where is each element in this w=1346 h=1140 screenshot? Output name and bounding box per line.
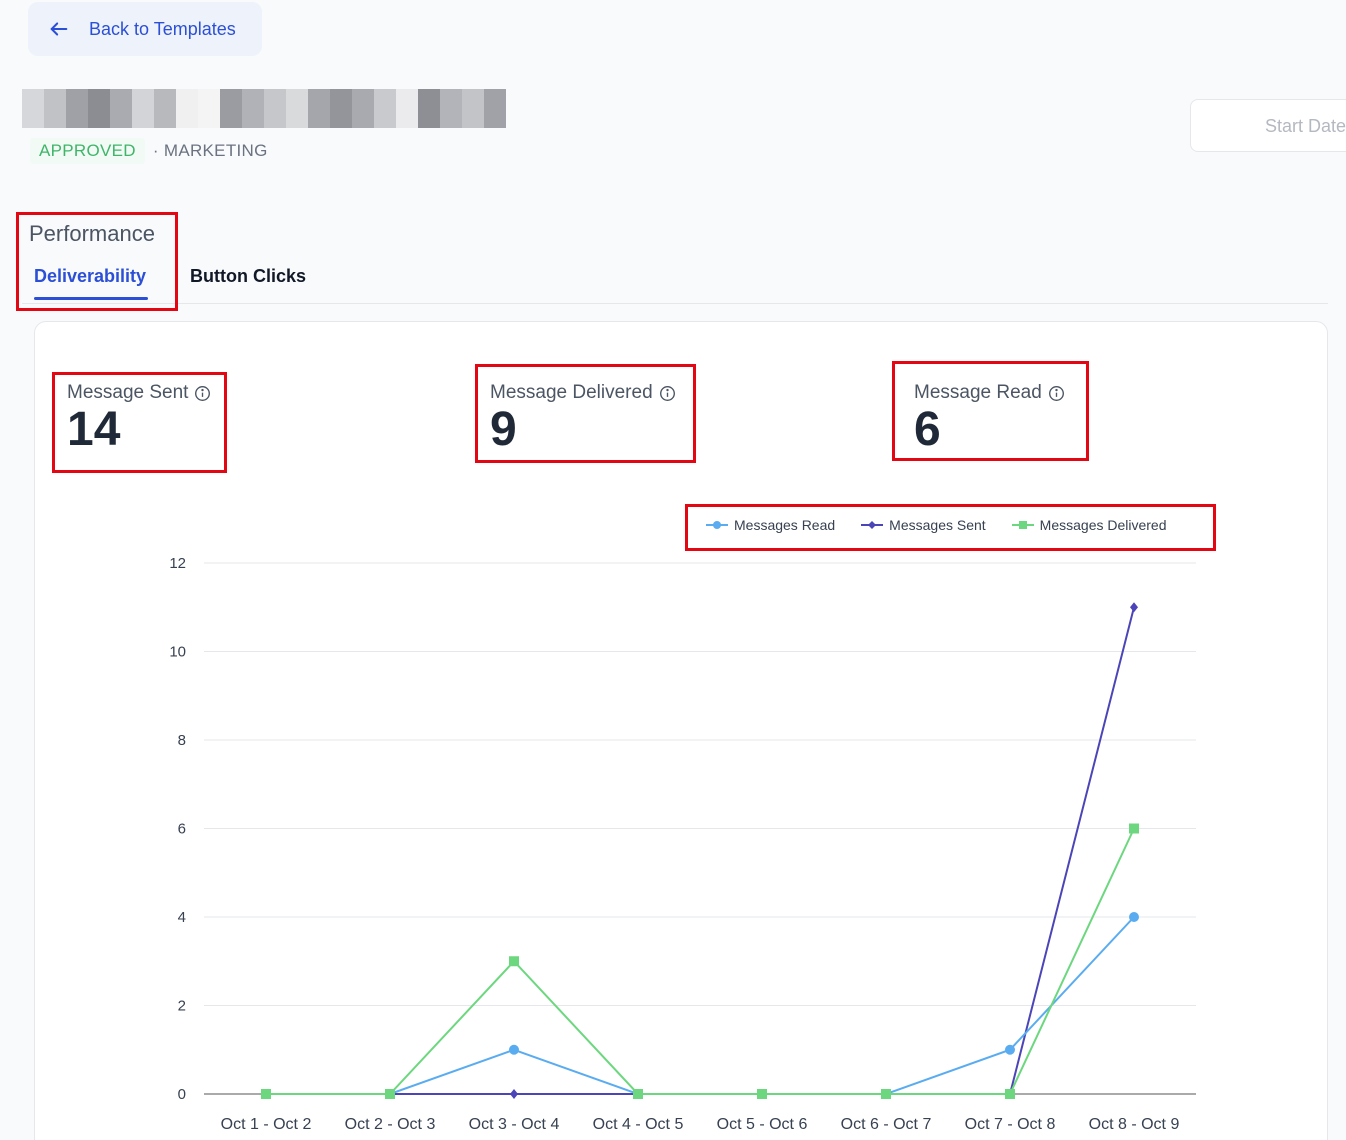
back-to-templates-button[interactable]: Back to Templates bbox=[28, 2, 262, 56]
stat-message-delivered: Message Delivered 9 bbox=[490, 382, 676, 454]
start-date-input[interactable]: Start Date bbox=[1190, 99, 1346, 152]
point-read bbox=[1129, 912, 1139, 922]
y-tick-label: 10 bbox=[169, 644, 186, 661]
y-tick-label: 4 bbox=[178, 909, 186, 926]
diamond-marker-icon bbox=[861, 521, 884, 529]
point-sent bbox=[1130, 602, 1138, 613]
template-meta: APPROVED · MARKETING bbox=[30, 138, 268, 164]
circle-marker-icon bbox=[706, 521, 728, 529]
stat-label: Message Read bbox=[914, 382, 1042, 403]
legend-item-read[interactable]: Messages Read bbox=[706, 517, 835, 533]
template-title-redacted bbox=[22, 89, 506, 128]
square-marker-icon bbox=[1011, 521, 1034, 529]
tab-deliverability[interactable]: Deliverability bbox=[34, 266, 149, 300]
info-icon[interactable] bbox=[659, 385, 676, 402]
stat-value: 6 bbox=[914, 403, 941, 456]
chart-legend: Messages Read Messages Sent Messages Del… bbox=[706, 517, 1193, 533]
x-tick-label: Oct 2 - Oct 3 bbox=[345, 1116, 436, 1133]
x-tick-label: Oct 8 - Oct 9 bbox=[1089, 1116, 1180, 1133]
stat-label: Message Sent bbox=[67, 382, 189, 403]
y-tick-label: 6 bbox=[178, 821, 186, 838]
y-tick-label: 0 bbox=[178, 1086, 186, 1103]
x-tick-label: Oct 1 - Oct 2 bbox=[221, 1116, 312, 1133]
tab-button-clicks[interactable]: Button Clicks bbox=[190, 266, 307, 286]
legend-label: Messages Delivered bbox=[1039, 517, 1167, 533]
point-delivered bbox=[757, 1089, 767, 1099]
x-tick-label: Oct 3 - Oct 4 bbox=[469, 1116, 560, 1133]
legend-label: Messages Sent bbox=[889, 517, 986, 533]
info-icon[interactable] bbox=[194, 385, 211, 402]
performance-card bbox=[34, 321, 1328, 1140]
legend-label: Messages Read bbox=[734, 517, 836, 533]
legend-item-delivered[interactable]: Messages Delivered bbox=[1011, 517, 1167, 533]
y-tick-label: 8 bbox=[178, 732, 186, 749]
point-delivered bbox=[633, 1089, 643, 1099]
back-to-templates-label: Back to Templates bbox=[89, 18, 236, 39]
point-delivered bbox=[261, 1089, 271, 1099]
stat-message-sent: Message Sent 14 bbox=[67, 382, 211, 454]
info-icon[interactable] bbox=[1048, 385, 1065, 402]
x-tick-label: Oct 7 - Oct 8 bbox=[965, 1116, 1056, 1133]
arrow-left-icon bbox=[50, 22, 68, 36]
point-delivered bbox=[881, 1089, 891, 1099]
x-tick-label: Oct 6 - Oct 7 bbox=[841, 1116, 932, 1133]
x-tick-label: Oct 5 - Oct 6 bbox=[717, 1116, 808, 1133]
stat-value: 9 bbox=[490, 403, 517, 456]
series-line-messages-delivered bbox=[266, 828, 1135, 1095]
point-delivered bbox=[1005, 1089, 1015, 1099]
point-delivered bbox=[1129, 823, 1139, 834]
point-delivered bbox=[509, 956, 519, 967]
x-tick-label: Oct 4 - Oct 5 bbox=[593, 1116, 684, 1133]
series-line-messages-sent bbox=[266, 607, 1135, 1095]
y-tick-label: 12 bbox=[169, 555, 186, 572]
point-sent bbox=[510, 1089, 518, 1099]
stat-message-read: Message Read 6 bbox=[914, 382, 1065, 454]
tab-divider bbox=[22, 303, 1328, 304]
point-delivered bbox=[385, 1089, 395, 1099]
status-badge: APPROVED bbox=[30, 138, 145, 164]
legend-item-sent[interactable]: Messages Sent bbox=[861, 517, 986, 533]
category-label: · MARKETING bbox=[152, 141, 268, 160]
section-title: Performance bbox=[29, 221, 155, 246]
y-tick-label: 2 bbox=[178, 998, 186, 1015]
point-read bbox=[509, 1044, 519, 1055]
stat-value: 14 bbox=[67, 403, 121, 456]
stat-label: Message Delivered bbox=[490, 382, 653, 403]
start-date-placeholder: Start Date bbox=[1265, 116, 1346, 136]
point-read bbox=[1005, 1044, 1015, 1055]
